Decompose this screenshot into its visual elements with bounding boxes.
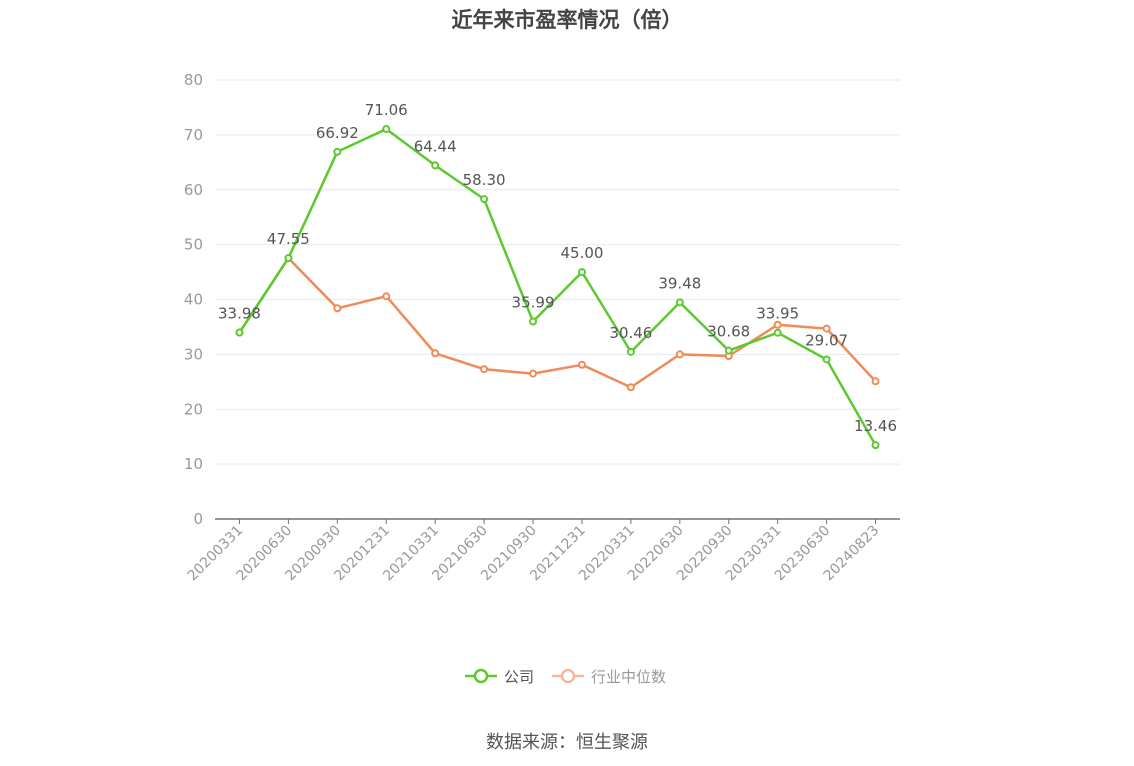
data-labels: 33.98 47.55 66.92 71.06 64.44 58.30 35.99 45.00… [218, 101, 897, 435]
company-point [333, 147, 342, 156]
industry-median-point [480, 365, 489, 374]
legend-item-industry-median[interactable]: 行业中位数 [552, 668, 666, 686]
industry-median-series-line [238, 256, 877, 389]
company-point [480, 195, 489, 204]
legend-circle-marker [473, 668, 489, 684]
series-lines [235, 125, 880, 450]
y-tick-label: 10 [184, 455, 203, 473]
company-data-label: 13.46 [854, 417, 897, 435]
y-tick-label: 30 [184, 345, 203, 363]
legend[interactable]: 公司 行业中位数 [465, 668, 666, 686]
legend-label: 公司 [504, 668, 534, 686]
company-point [822, 355, 831, 364]
company-data-label: 71.06 [365, 101, 408, 119]
company-point [382, 125, 391, 134]
y-tick-label: 70 [184, 126, 203, 144]
industry-median-point [577, 360, 586, 369]
industry-median-point [382, 292, 391, 301]
company-point [577, 268, 586, 277]
company-point [284, 254, 293, 263]
company-data-label: 66.92 [316, 124, 359, 142]
company-point [724, 346, 733, 355]
company-data-label: 64.44 [414, 137, 457, 155]
company-point [871, 441, 880, 450]
company-data-label: 39.48 [658, 274, 701, 292]
company-point [773, 328, 782, 337]
axes: 0102030405060708020200331202006302020093… [184, 71, 900, 584]
industry-median-point [675, 350, 684, 359]
company-data-label: 33.98 [218, 305, 261, 323]
company-point [529, 317, 538, 326]
y-tick-label: 60 [184, 181, 203, 199]
company-point [626, 347, 635, 356]
chart-title: 近年来市盈率情况（倍） [451, 8, 683, 32]
y-tick-label: 50 [184, 236, 203, 254]
company-point [675, 298, 684, 307]
company-data-label: 33.95 [756, 305, 799, 323]
company-point [235, 328, 244, 337]
data-source-note: 数据来源：恒生聚源 [486, 732, 648, 753]
company-data-label: 45.00 [560, 244, 603, 262]
industry-median-point [626, 383, 635, 392]
industry-median-point [773, 320, 782, 329]
company-series-line [238, 127, 877, 446]
industry-median-point [822, 324, 831, 333]
company-data-label: 30.46 [609, 324, 652, 342]
y-tick-label: 20 [184, 400, 203, 418]
industry-median-point [431, 349, 440, 358]
y-tick-label: 40 [184, 291, 203, 309]
company-data-label: 58.30 [463, 171, 506, 189]
company-data-label: 47.55 [267, 230, 310, 248]
company-data-label: 29.07 [805, 331, 848, 349]
y-tick-label: 80 [184, 71, 203, 89]
industry-median-point [871, 377, 880, 386]
legend-circle-marker [560, 668, 576, 684]
legend-item-company[interactable]: 公司 [465, 668, 534, 686]
company-data-label: 35.99 [512, 294, 555, 312]
company-data-label: 30.68 [707, 323, 750, 341]
industry-median-point [529, 369, 538, 378]
company-point [431, 161, 440, 170]
y-tick-label: 0 [193, 510, 203, 528]
legend-label: 行业中位数 [591, 668, 666, 686]
industry-median-point [333, 304, 342, 313]
